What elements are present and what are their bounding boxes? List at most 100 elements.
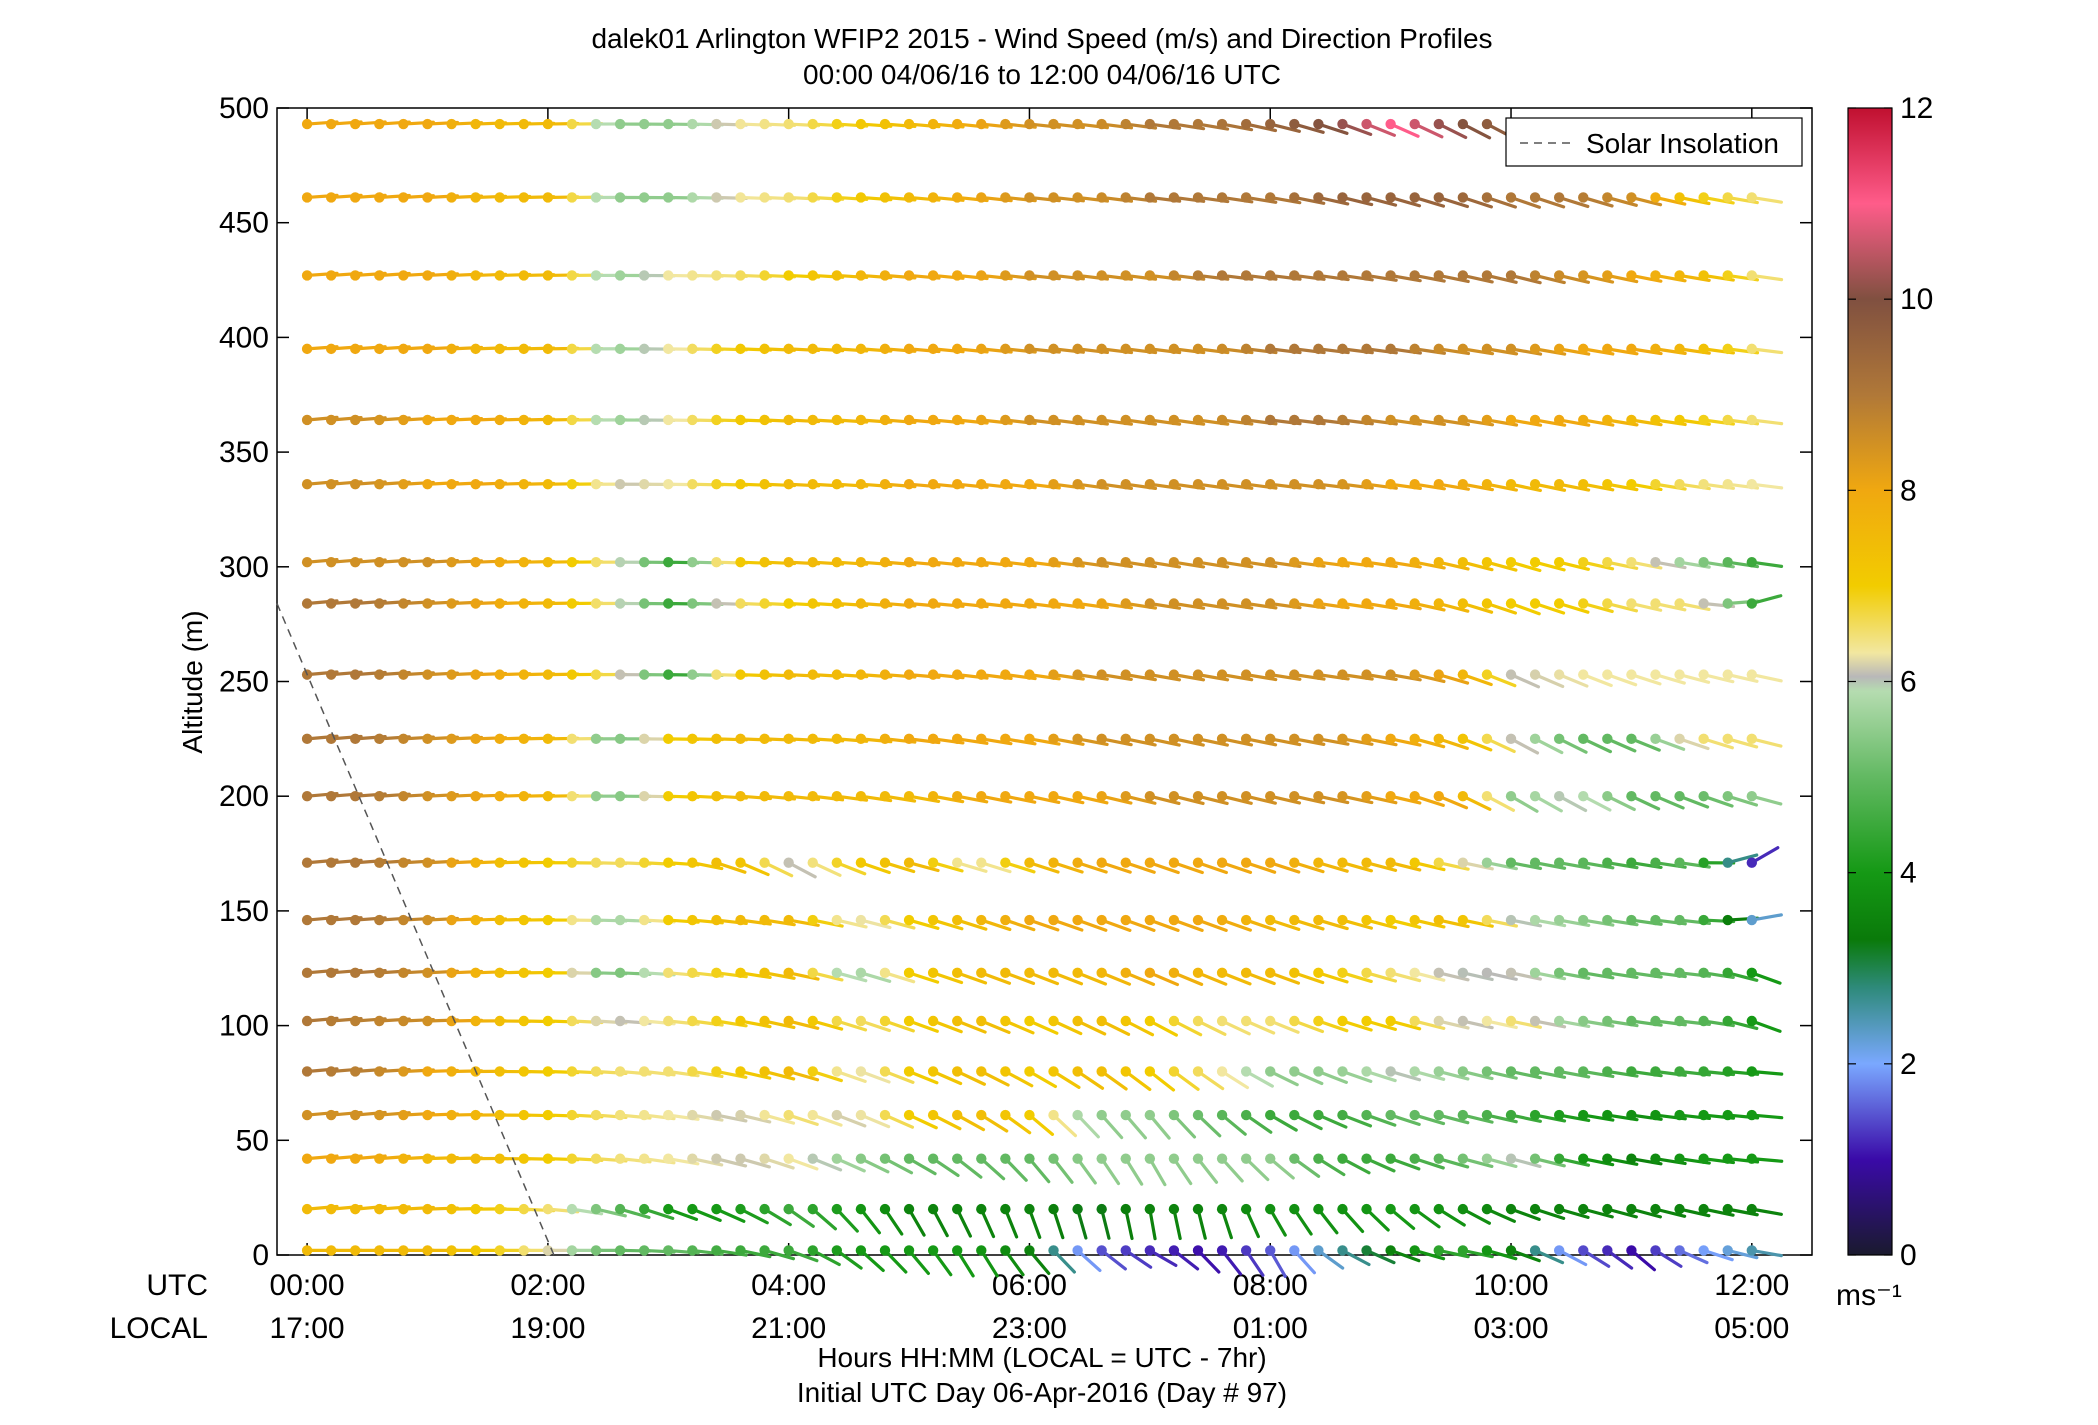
wind-barb-point <box>518 118 530 130</box>
wind-barb-point <box>422 857 433 868</box>
wind-barb-point <box>494 1153 505 1164</box>
wind-barb-point <box>518 270 530 281</box>
wind-barb-point <box>783 857 794 868</box>
wind-barb-point <box>1722 1015 1733 1027</box>
wind-barb-point <box>855 1245 867 1256</box>
wind-barb-point <box>566 1015 578 1027</box>
wind-barb-point <box>1409 669 1420 680</box>
wind-barb-point <box>952 1015 963 1027</box>
wind-barb-point <box>446 914 457 926</box>
wind-barb-point <box>614 1015 626 1027</box>
wind-barb-point <box>1746 1109 1758 1121</box>
wind-barb-point <box>614 557 626 568</box>
wind-barb-point <box>1457 192 1469 203</box>
wind-barb-point <box>1722 914 1733 926</box>
wind-barb-point <box>807 270 818 281</box>
wind-barb-point <box>1337 857 1348 868</box>
wind-barb-point <box>638 857 650 868</box>
wind-barb-point <box>1674 1109 1685 1121</box>
wind-barb-point <box>687 1015 698 1027</box>
wind-barb-point <box>1168 557 1180 568</box>
wind-barb-point <box>542 598 554 609</box>
wind-barb-point <box>1048 1109 1059 1121</box>
wind-barb-point <box>1313 967 1324 979</box>
wind-barb-point <box>1000 1245 1011 1256</box>
wind-barb-point <box>1048 733 1059 745</box>
wind-barb-point <box>1265 557 1276 568</box>
wind-barb-point <box>1289 1153 1300 1164</box>
wind-barb-point <box>1072 1015 1083 1027</box>
wind-barb-point <box>1433 967 1444 979</box>
wind-barb-point <box>1265 1153 1276 1164</box>
wind-barb-point <box>1505 1203 1517 1215</box>
wind-barb-point <box>976 791 987 802</box>
y-tick-label: 100 <box>219 1010 269 1043</box>
wind-barb-point <box>927 479 939 490</box>
wind-barb-point <box>1192 1109 1204 1121</box>
colorbar-tick-label: 12 <box>1900 92 1933 125</box>
wind-barb-point <box>759 1109 770 1121</box>
wind-barb-point <box>1602 1153 1613 1164</box>
wind-barb-point <box>807 914 818 926</box>
wind-barb-point <box>1144 967 1156 979</box>
wind-barb-point <box>855 270 867 281</box>
wind-barb-point <box>1578 1109 1589 1121</box>
wind-barb-point <box>759 1153 770 1164</box>
wind-barb-point <box>1602 598 1613 609</box>
wind-barb-point <box>735 1015 746 1027</box>
wind-barb-point <box>1650 414 1661 426</box>
wind-barb-point <box>1578 479 1589 490</box>
wind-barb-point <box>1240 598 1252 609</box>
wind-barb-point <box>374 857 385 868</box>
wind-barb-point <box>614 270 626 281</box>
wind-barb-point <box>1722 733 1733 745</box>
wind-barb-point <box>927 557 939 568</box>
wind-barb-point <box>494 1245 505 1256</box>
wind-barb-point <box>1048 967 1059 979</box>
wind-barb-point <box>1674 479 1685 490</box>
wind-barb-point <box>1626 343 1637 355</box>
wind-barb-point <box>374 192 385 203</box>
wind-barb-point <box>1481 343 1493 355</box>
wind-barb-point <box>1072 1245 1083 1256</box>
legend: Solar Insolation <box>1505 117 1803 167</box>
wind-barb-point <box>325 669 337 680</box>
wind-barb-point <box>446 1066 457 1077</box>
wind-barb-point <box>301 598 313 609</box>
y-tick-label: 400 <box>219 321 269 354</box>
wind-barb-point <box>783 967 794 979</box>
wind-barb-point <box>831 1153 843 1164</box>
wind-barb-point <box>1265 791 1276 802</box>
wind-barb-point <box>1144 343 1156 355</box>
wind-barb-point <box>1433 1245 1444 1256</box>
wind-barb-point <box>903 414 915 426</box>
wind-barb-point <box>446 857 457 868</box>
wind-barb-point <box>1650 967 1661 979</box>
wind-barb-point <box>1529 967 1541 979</box>
wind-barb-point <box>1505 1153 1517 1164</box>
wind-barb-point <box>1048 669 1059 680</box>
wind-barb-point <box>1144 414 1156 426</box>
wind-barb-point <box>1337 967 1348 979</box>
wind-barb-point <box>1144 1203 1156 1215</box>
wind-barb-point <box>1722 479 1733 490</box>
wind-barb-point <box>446 1245 457 1256</box>
y-tick-label: 300 <box>219 551 269 584</box>
wind-barb-point <box>1192 414 1204 426</box>
wind-barb-point <box>1096 557 1107 568</box>
wind-barb-point <box>1048 857 1059 868</box>
wind-barb-point <box>566 598 578 609</box>
wind-barb-point <box>1216 118 1228 130</box>
wind-barb-point <box>301 557 313 568</box>
wind-barb-point <box>566 118 578 130</box>
wind-barb-point <box>301 1066 313 1077</box>
wind-barb-point <box>1481 967 1493 979</box>
wind-barb-point <box>1216 791 1228 802</box>
wind-barb-point <box>1650 1066 1661 1077</box>
wind-barb-point <box>807 192 818 203</box>
wind-barb-point <box>687 791 698 802</box>
wind-barb-point <box>1024 1153 1035 1164</box>
wind-barb-point <box>831 1066 843 1077</box>
wind-barb-point <box>711 270 722 281</box>
wind-barb-point <box>470 414 481 426</box>
